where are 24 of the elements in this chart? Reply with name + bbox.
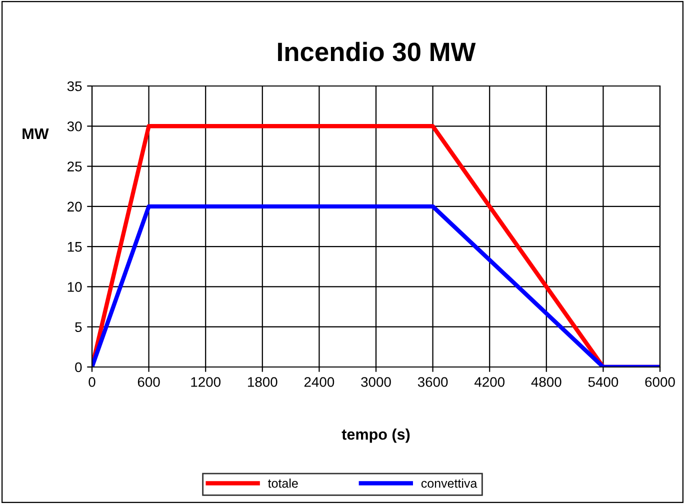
- x-tick-label: 1200: [191, 377, 221, 387]
- x-tick-label: 4200: [474, 377, 505, 387]
- x-tick-label: 600: [138, 377, 160, 387]
- x-tick-label: 3600: [418, 377, 448, 387]
- x-tick-label: 1800: [248, 377, 278, 387]
- x-axis-title: tempo (s): [342, 428, 410, 443]
- y-axis-title: MW: [22, 128, 49, 140]
- y-tick-label: 30: [67, 121, 82, 132]
- x-tick-label: 0: [88, 377, 96, 387]
- y-tick-label: 35: [67, 81, 82, 92]
- legend-label: convettiva: [421, 478, 478, 488]
- y-tick-label: 25: [68, 162, 82, 172]
- x-tick-label: 2400: [304, 377, 334, 387]
- legend-label: totale: [268, 478, 298, 488]
- x-tick-label: 6000: [645, 377, 675, 387]
- x-tick-label: 3000: [361, 377, 391, 387]
- x-tick-label: 4800: [531, 377, 562, 387]
- y-tick-label: 10: [68, 282, 82, 292]
- y-tick-label: 5: [75, 322, 82, 332]
- x-tick-label: 5400: [588, 377, 618, 387]
- y-tick-label: 20: [68, 202, 82, 212]
- y-tick-label: 15: [68, 242, 82, 252]
- y-tick-label: 0: [75, 362, 82, 372]
- chart-title: Incendio 30 MW: [278, 42, 476, 62]
